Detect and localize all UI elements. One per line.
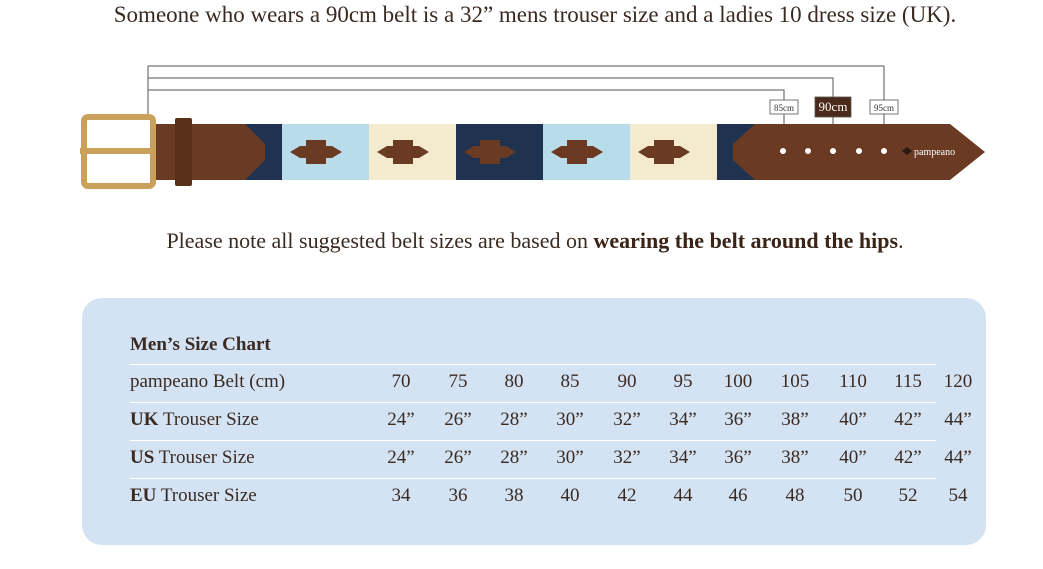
cell: 36” [724,409,752,430]
belt-brand: pampeano [914,147,955,158]
cell: 34” [669,447,697,468]
cell: 44” [944,447,972,468]
cell: 32” [613,447,641,468]
row-label: EU Trouser Size [130,485,257,507]
intro: Someone who wears a 90cm belt is a 32” m… [113,2,957,27]
cell: 52 [898,485,918,506]
note: Please note all suggested belt sizes are… [0,228,1043,254]
cell: 24” [387,409,415,430]
cell: 110 [839,371,867,392]
size-chart-panel: Men’s Size Chart pampeano Belt (cm) 70 75 8… [82,298,986,545]
cell: 32” [613,409,641,430]
table-row: pampeano Belt (cm) 70 75 80 85 90 95 100 105 110 1… [130,364,972,403]
note-text: . [898,228,904,253]
cell: 120 [943,371,973,392]
row-label-bold: UK [130,409,159,430]
size-label: 85cm [774,103,794,113]
cell: 44 [673,485,693,506]
note-text: Please note all suggested belt sizes are… [166,228,594,253]
belt-diagram: pampeano 85cm 90cm 95cm [80,65,985,189]
cell: 42 [617,485,637,506]
table-row: EU Trouser Size 34 36 38 40 42 44 46 48 50 52 54 [130,478,968,517]
size-label: 90cm [819,99,848,114]
cell: 46 [728,485,748,506]
size-label-box [769,99,799,115]
cell: 115 [894,371,922,392]
cell: 40” [839,409,867,430]
cell: 38” [781,409,809,430]
size-label-box [869,99,899,115]
cell: 26” [444,447,472,468]
row-label-text: pampeano Belt (cm) [130,371,286,392]
cell: 30” [556,409,584,430]
row-label-text: Trouser Size [156,485,257,506]
cell: 28” [500,447,528,468]
cell: 26” [444,409,472,430]
cell: 36 [448,485,468,506]
cell: 40” [839,447,867,468]
cell: 24” [387,447,415,468]
cell: 42” [894,409,922,430]
cell: 30” [556,447,584,468]
cell: 34” [669,409,697,430]
cell: 50 [843,485,863,506]
cell: 44” [944,409,972,430]
cell: 54 [948,485,968,506]
cell: 80 [504,371,524,392]
row-label-bold: US [130,447,155,468]
size-label: 95cm [874,103,894,113]
cell: 34 [391,485,411,506]
note-bold: wearing the belt around the hips [593,228,899,253]
table-title: Men’s Size Chart [130,334,271,355]
cell: 38” [781,447,809,468]
row-label: US Trouser Size [130,447,255,469]
cell: 42” [894,447,922,468]
cell: 75 [448,371,468,392]
row-label: pampeano Belt (cm) [130,371,285,393]
row-label-text: Trouser Size [158,409,259,430]
row-label-bold: EU [130,485,157,506]
row-label-text: Trouser Size [154,447,255,468]
row-label: UK Trouser Size [130,409,259,431]
cell: 100 [723,371,753,392]
cell: 95 [673,371,693,392]
cell: 40 [560,485,580,506]
cell: 85 [560,371,580,392]
cell: 36” [724,447,752,468]
cell: 38 [504,485,524,506]
cell: 105 [780,371,810,392]
table-row: US Trouser Size 24” 26” 28” 30” 32” 34” 36” 38” 4… [130,440,972,479]
table-row: UK Trouser Size 24” 26” 28” 30” 32” 34” 36” 38” 4… [130,402,972,441]
size-label-box [814,96,852,118]
cell: 70 [391,371,411,392]
cell: 28” [500,409,528,430]
cell: 48 [785,485,805,506]
cell: 90 [617,371,637,392]
